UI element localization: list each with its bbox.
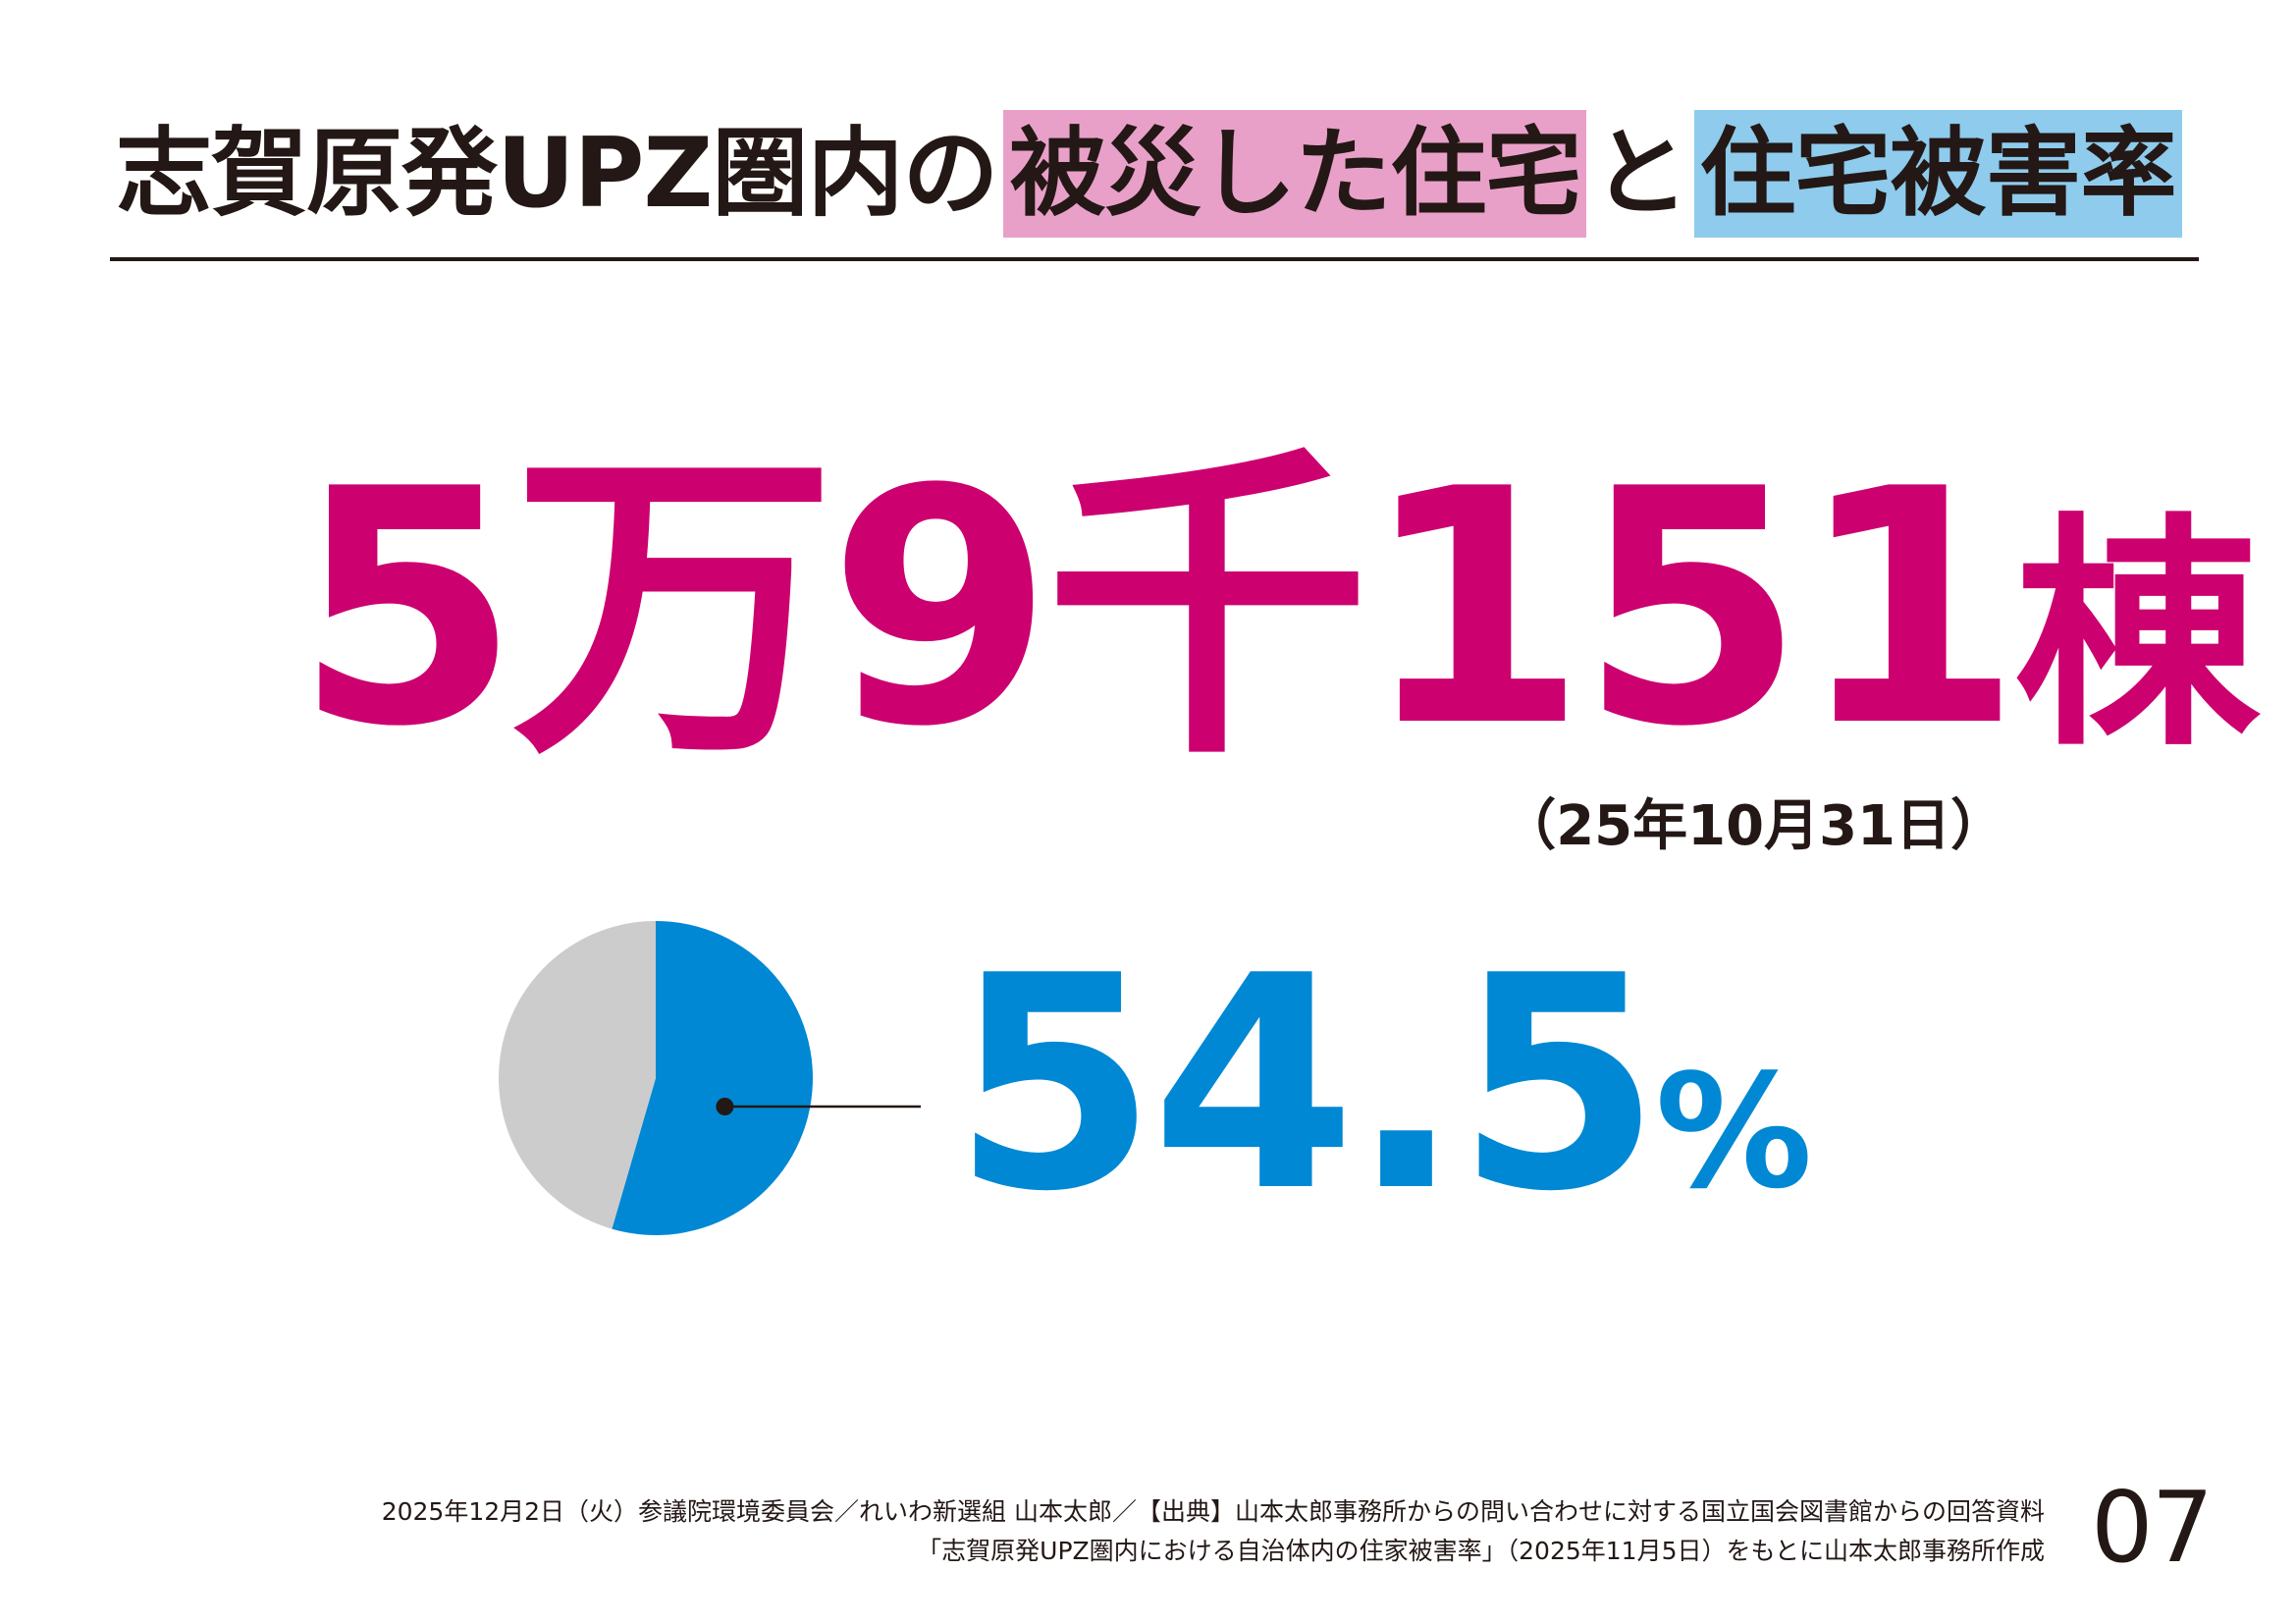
title-divider xyxy=(110,257,2199,261)
damaged-houses-unit: 棟 xyxy=(2014,493,2261,779)
damaged-houses-number: 5万9千151 xyxy=(294,420,2022,797)
damaged-houses-count: 5万9千151棟 xyxy=(294,447,2260,771)
damage-rate-percent: 54.5% xyxy=(952,938,1813,1232)
footer-line-2: 「志賀原発UPZ圏内における自治体内の住家被害率」（2025年11月5日）をもと… xyxy=(917,1537,2045,1565)
page-number: 07 xyxy=(2091,1470,2214,1585)
damage-rate-unit: % xyxy=(1655,1040,1813,1223)
pie-slice-remainder xyxy=(498,921,656,1229)
pie-leader-dot xyxy=(716,1098,734,1115)
pie-svg xyxy=(498,921,921,1235)
title-highlight-damage-rate: 住宅被害率 xyxy=(1693,110,2182,238)
title-highlight-damaged-houses: 被災した住宅 xyxy=(1003,110,1587,238)
title-prefix: 志賀原発UPZ圏内の xyxy=(116,118,998,230)
pie-slice-damage-rate xyxy=(612,921,813,1235)
count-date-note: （25年10月31日） xyxy=(1501,794,2005,858)
page-title: 志賀原発UPZ圏内の 被災した住宅と住宅被害率 xyxy=(110,110,2182,238)
footer-line-1: 2025年12月2日（火）参議院環境委員会／れいわ新選組 山本太郎／【出典】山本… xyxy=(381,1497,2045,1526)
damage-rate-value: 54.5 xyxy=(952,913,1661,1256)
damage-rate-pie-chart xyxy=(491,913,923,1267)
source-footer: 2025年12月2日（火）参議院環境委員会／れいわ新選組 山本太郎／【出典】山本… xyxy=(382,1492,2045,1571)
title-connector: と xyxy=(1592,118,1688,230)
